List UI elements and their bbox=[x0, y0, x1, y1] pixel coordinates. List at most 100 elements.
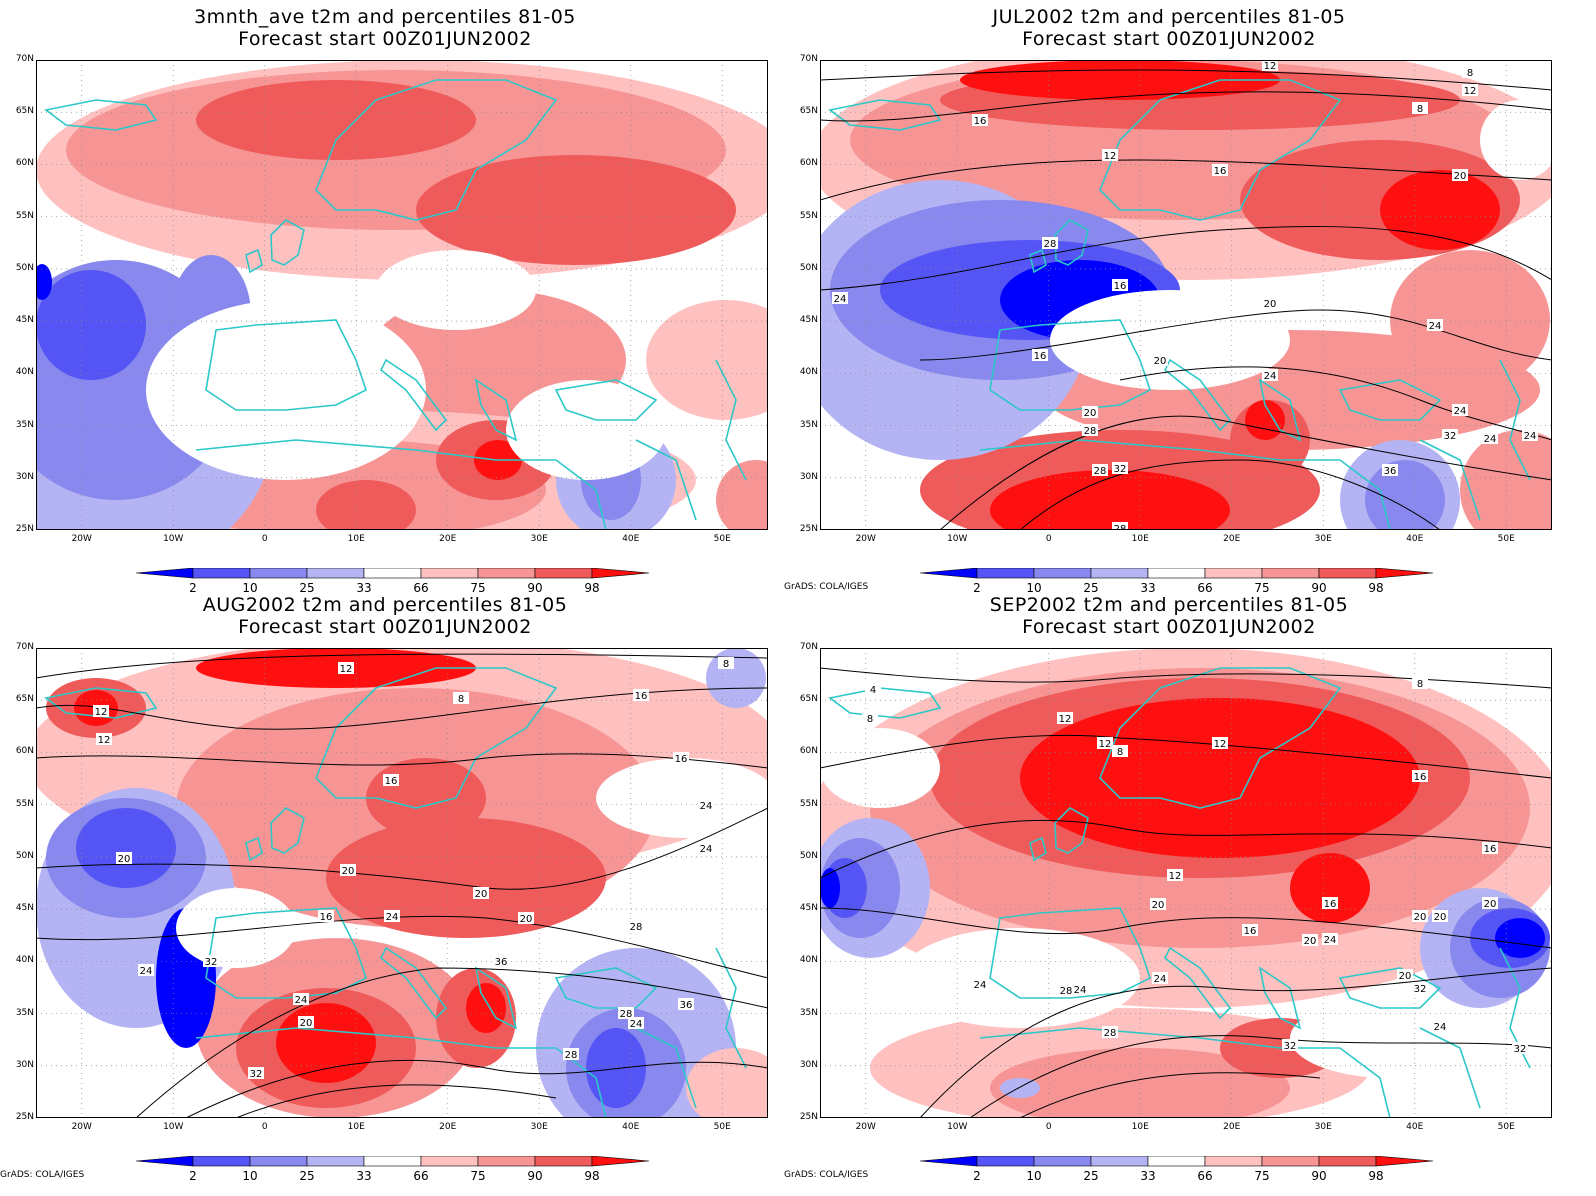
coastline bbox=[1054, 219, 1089, 266]
colorbar-segment bbox=[1147, 568, 1206, 579]
lon-tick-label: 20E bbox=[439, 1122, 457, 1132]
contour-label-bg bbox=[972, 114, 988, 126]
colorbar-segment bbox=[1261, 568, 1320, 579]
contour-label-text: 32 bbox=[1444, 431, 1457, 442]
colorbar-label: 25 bbox=[299, 1169, 314, 1183]
contour-label: 12 bbox=[96, 733, 112, 746]
colorbar-segment bbox=[477, 1156, 536, 1167]
lon-tick-label: 10E bbox=[1131, 534, 1149, 544]
percentile-region bbox=[416, 155, 736, 265]
percentile-region bbox=[990, 470, 1230, 530]
contour-label: 28 bbox=[618, 1007, 634, 1020]
percentile-region bbox=[316, 480, 416, 530]
colorbar-label: 33 bbox=[356, 581, 371, 595]
contour-label: 24 bbox=[832, 292, 848, 305]
contours bbox=[36, 653, 768, 1118]
coastline bbox=[205, 319, 367, 411]
contour-label: 16 bbox=[1482, 842, 1498, 855]
lon-tick-label: 0 bbox=[1045, 534, 1052, 544]
contour-label-text: 8 bbox=[723, 659, 729, 670]
contour-label-bg bbox=[1427, 319, 1443, 331]
lon-tick-label: 10W bbox=[947, 1122, 968, 1132]
colorbar-label: 66 bbox=[413, 581, 428, 595]
coastline bbox=[315, 667, 558, 809]
contour-label-text: 8 bbox=[1467, 68, 1473, 79]
contour-label: 36 bbox=[1382, 464, 1398, 477]
lat-tick-label: 50N bbox=[15, 262, 34, 273]
contour-label-text: 28 bbox=[1084, 426, 1097, 437]
colorbar-segment bbox=[477, 568, 536, 579]
colorbar-segment bbox=[363, 568, 422, 579]
contour-label-bg bbox=[340, 864, 356, 876]
lat-tick-label: 30N bbox=[15, 1059, 34, 1070]
colorbar-label: 33 bbox=[1140, 1169, 1155, 1183]
panel-title: JUL2002 t2m and percentiles 81-05 bbox=[992, 6, 1346, 28]
colorbar-arrow-left bbox=[136, 568, 194, 579]
contour-label-text: 8 bbox=[458, 694, 464, 705]
contour-label-text: 20 bbox=[475, 889, 488, 900]
contour-label-bg bbox=[1322, 897, 1338, 909]
contour-label: 20 bbox=[1432, 910, 1448, 923]
contour-label-bg bbox=[832, 292, 848, 304]
contour-label-text: 8 bbox=[1417, 104, 1423, 115]
colorbar-label: 10 bbox=[242, 1169, 257, 1183]
grads-credit: GrADS: COLA/IGES bbox=[784, 582, 869, 592]
contour-label-text: 24 bbox=[1434, 1022, 1447, 1033]
coastline bbox=[635, 439, 697, 521]
contour-label-text: 24 bbox=[386, 912, 399, 923]
contour-label-text: 20 bbox=[1154, 356, 1167, 367]
contour-label-text: 12 bbox=[340, 664, 353, 675]
contour-label: 28 bbox=[1082, 424, 1098, 437]
contour-label: 28 bbox=[1042, 237, 1058, 250]
contour-line bbox=[1019, 1072, 1321, 1118]
panel-aug: AUG2002 t2m and percentiles 81-05 Foreca… bbox=[0, 588, 770, 1183]
contour-label: 8 bbox=[1412, 677, 1428, 690]
contour-label: 24 bbox=[698, 799, 714, 812]
contour-label: 28 bbox=[1092, 464, 1108, 477]
coastline bbox=[205, 907, 367, 999]
contour-label-bg bbox=[1432, 910, 1448, 922]
lat-tick-label: 65N bbox=[15, 106, 34, 117]
percentile-region bbox=[1495, 918, 1545, 958]
contour-label-text: 28 bbox=[1044, 239, 1057, 250]
contour-label: 20 bbox=[1452, 169, 1468, 182]
coastline bbox=[379, 358, 448, 432]
lon-tick-label: 10E bbox=[1131, 1122, 1149, 1132]
colorbar: 2 10 25 33 66 75 90 98 bbox=[136, 1156, 650, 1183]
coastline bbox=[1054, 807, 1089, 854]
colorbar-arrow-right bbox=[591, 568, 650, 579]
lon-tick-label: 20E bbox=[1223, 534, 1241, 544]
colorbar-segment bbox=[1147, 1156, 1206, 1167]
contour-label-bg bbox=[1082, 406, 1098, 418]
colorbar-segment bbox=[420, 1156, 479, 1167]
contour-label: 16 bbox=[318, 910, 334, 923]
panel-3mnth: 3mnth_ave t2m and percentiles 81-05 Fore… bbox=[0, 0, 770, 595]
lon-tick-label: 20W bbox=[855, 1122, 876, 1132]
percentile-region bbox=[1290, 853, 1370, 923]
contour-label: 36 bbox=[678, 998, 694, 1011]
contour-label: 20 bbox=[473, 887, 489, 900]
colorbar-label: 33 bbox=[356, 1169, 371, 1183]
colorbar-label: 10 bbox=[1026, 1169, 1041, 1183]
contour-label-text: 24 bbox=[1324, 935, 1337, 946]
contour-label-text: 12 bbox=[1169, 871, 1182, 882]
contour-label: 32 bbox=[1112, 462, 1128, 475]
panel-subtitle: Forecast start 00Z01JUN2002 bbox=[238, 28, 532, 50]
coastline bbox=[715, 947, 747, 1069]
contour-label-bg bbox=[1112, 279, 1128, 291]
contour-label: 24 bbox=[293, 993, 309, 1006]
contour-label: 28 bbox=[563, 1048, 579, 1061]
contour-line bbox=[1019, 459, 1441, 530]
coastline bbox=[195, 439, 607, 530]
colorbar-arrow-left bbox=[920, 568, 978, 579]
colorbar-label: 90 bbox=[1311, 1169, 1326, 1183]
lat-tick-label: 60N bbox=[799, 158, 818, 169]
contour-label-bg bbox=[718, 657, 734, 669]
contour-label-bg bbox=[1150, 898, 1166, 910]
panel-subtitle: Forecast start 00Z01JUN2002 bbox=[1022, 616, 1316, 638]
percentile-region bbox=[146, 300, 426, 480]
colorbar-segment bbox=[976, 1156, 1035, 1167]
percentile-region bbox=[646, 300, 768, 420]
colorbar-label: 33 bbox=[1140, 581, 1155, 595]
lat-tick-label: 70N bbox=[15, 54, 34, 64]
